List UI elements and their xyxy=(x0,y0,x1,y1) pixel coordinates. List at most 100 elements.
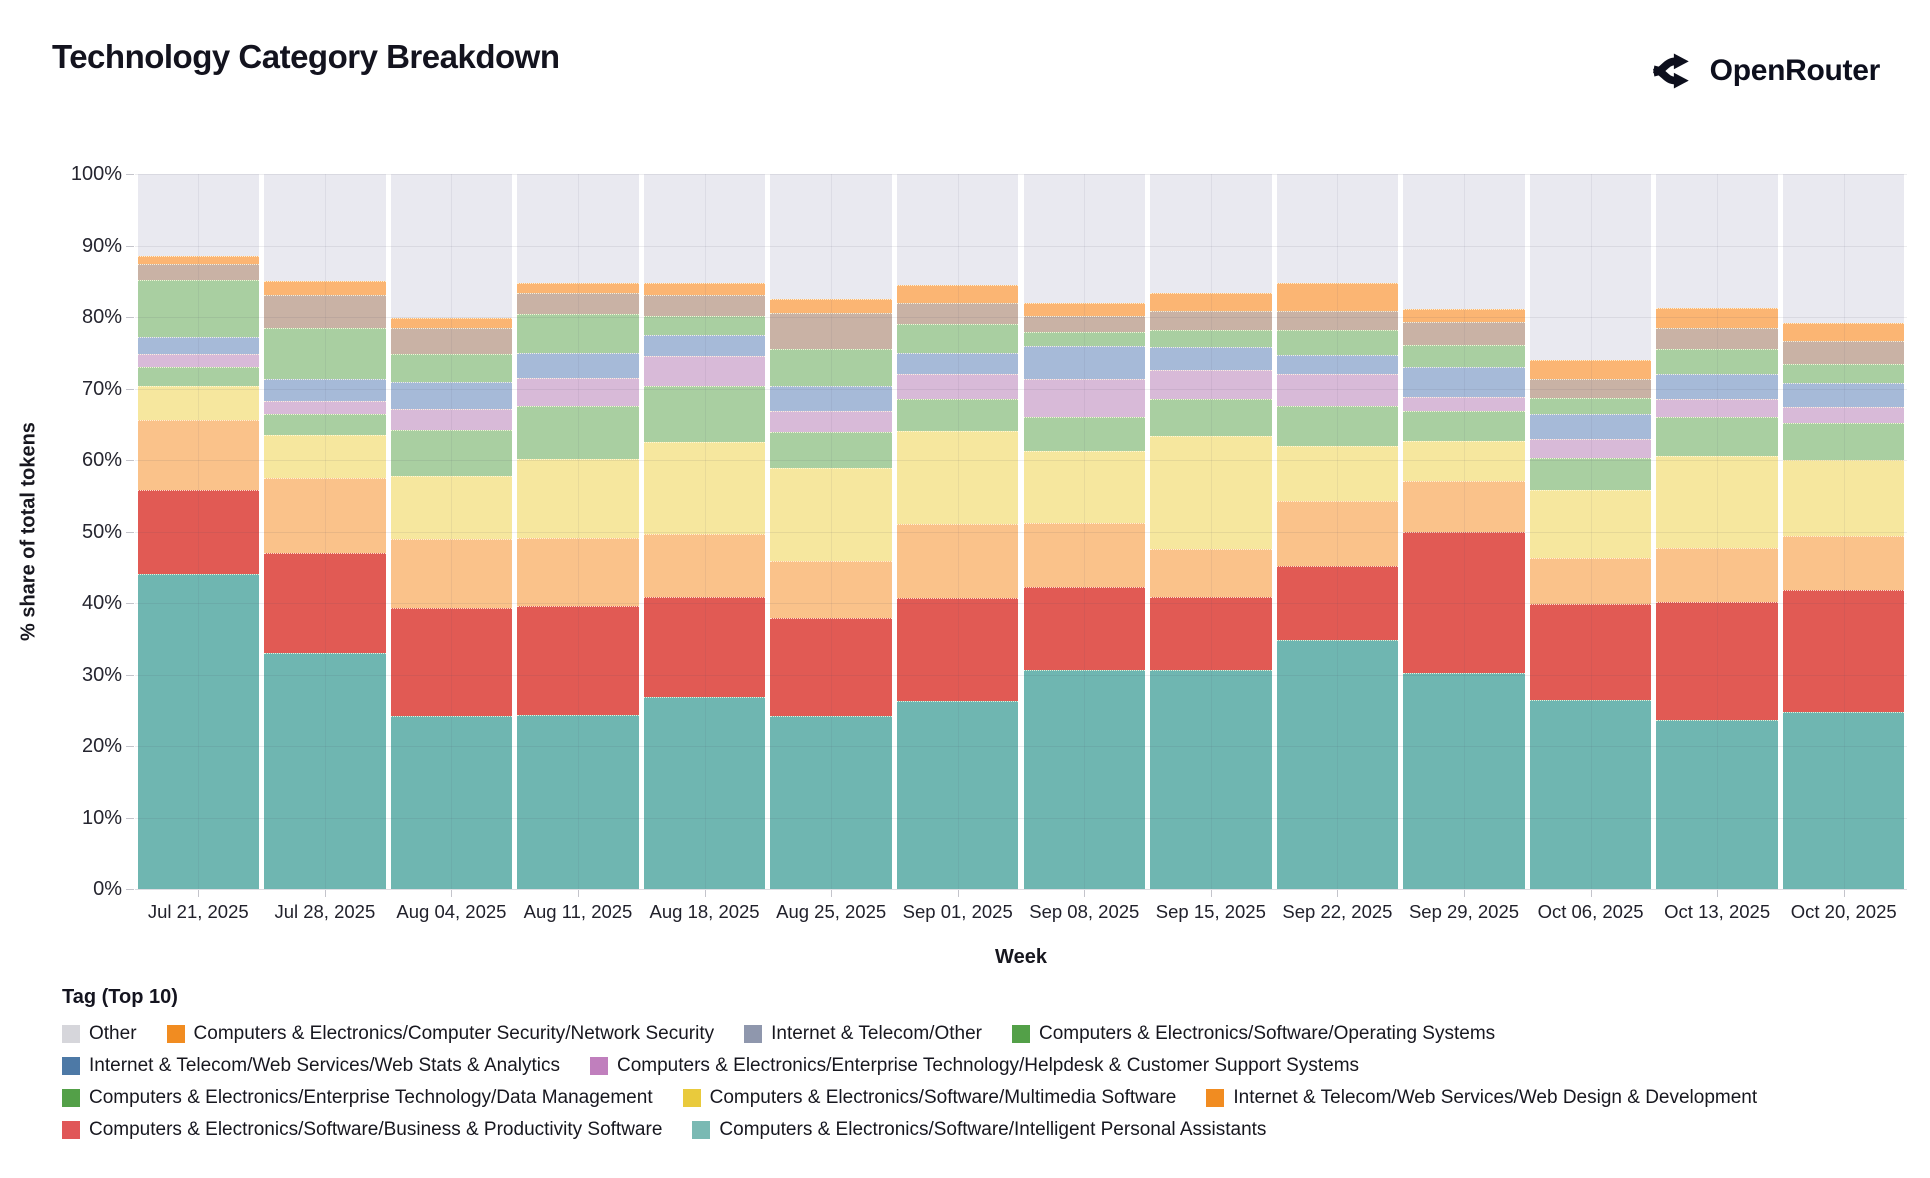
legend-item-computers-electronics-enterprise-technol[interactable]: Computers & Electronics/Enterprise Techn… xyxy=(62,1087,653,1109)
bar-segment-computers-electronics-computer-security-[interactable] xyxy=(1403,309,1525,323)
bar-segment-computers-electronics-enterprise-technol[interactable] xyxy=(1656,399,1778,418)
bar-segment-other[interactable] xyxy=(1150,174,1272,293)
bar-segment-internet-telecom-web-services-web-stats-[interactable] xyxy=(1656,374,1778,400)
bar-segment-computers-electronics-enterprise-technol[interactable] xyxy=(1529,457,1652,491)
bar-segment-other[interactable] xyxy=(517,174,639,283)
legend-item-computers-electronics-software-operating[interactable]: Computers & Electronics/Software/Operati… xyxy=(1011,1023,1495,1045)
bar-segment-computers-electronics-software-multimedi[interactable] xyxy=(896,431,1019,524)
bar-segment-computers-electronics-software-operating[interactable] xyxy=(770,349,892,387)
bar-segment-computers-electronics-software-multimedi[interactable] xyxy=(390,476,513,540)
bar-segment-internet-telecom-other[interactable] xyxy=(1782,341,1905,365)
bar-segment-internet-telecom-web-services-web-stats-[interactable] xyxy=(1276,354,1399,374)
bar-segment-internet-telecom-web-services-web-design[interactable] xyxy=(770,560,892,619)
bar-segment-other[interactable] xyxy=(1782,174,1905,323)
bar-segment-computers-electronics-computer-security-[interactable] xyxy=(264,280,386,295)
bar-segment-computers-electronics-software-operating[interactable] xyxy=(1782,364,1905,383)
bar-segment-computers-electronics-enterprise-technol[interactable] xyxy=(1782,422,1905,460)
bar-segment-computers-electronics-software-business-[interactable] xyxy=(770,618,892,716)
bar-segment-computers-electronics-computer-security-[interactable] xyxy=(517,282,639,294)
bar-segment-computers-electronics-software-operating[interactable] xyxy=(517,314,639,353)
bar-segment-computers-electronics-software-operating[interactable] xyxy=(643,316,766,335)
bar-segment-computers-electronics-enterprise-technol[interactable] xyxy=(517,406,639,460)
bar-segment-computers-electronics-software-multimedi[interactable] xyxy=(1023,450,1146,523)
bar-segment-computers-electronics-computer-security-[interactable] xyxy=(1782,322,1905,342)
bar-segment-internet-telecom-other[interactable] xyxy=(1023,316,1146,333)
bar-segment-computers-electronics-enterprise-technol[interactable] xyxy=(264,401,386,415)
bar-segment-computers-electronics-enterprise-technol[interactable] xyxy=(1403,410,1525,441)
bar-segment-computers-electronics-software-business-[interactable] xyxy=(137,490,260,575)
bar-segment-computers-electronics-software-business-[interactable] xyxy=(896,598,1019,701)
bar-segment-computers-electronics-enterprise-technol[interactable] xyxy=(1023,378,1146,418)
bar-segment-computers-electronics-software-intellige[interactable] xyxy=(770,715,892,889)
bar-segment-computers-electronics-software-intellige[interactable] xyxy=(1150,670,1272,889)
bar-segment-computers-electronics-software-business-[interactable] xyxy=(643,597,766,698)
bar-segment-computers-electronics-software-multimedi[interactable] xyxy=(137,385,260,420)
bar-segment-computers-electronics-software-business-[interactable] xyxy=(264,552,386,654)
bar-segment-internet-telecom-other[interactable] xyxy=(1276,310,1399,330)
bar-segment-other[interactable] xyxy=(1403,174,1525,310)
bar-segment-computers-electronics-software-multimedi[interactable] xyxy=(1529,490,1652,558)
bar-segment-internet-telecom-web-services-web-stats-[interactable] xyxy=(137,337,260,355)
bar-segment-internet-telecom-web-services-web-stats-[interactable] xyxy=(390,382,513,409)
bar-segment-computers-electronics-enterprise-technol[interactable] xyxy=(770,432,892,468)
bar-segment-internet-telecom-web-services-web-stats-[interactable] xyxy=(1023,346,1146,379)
bar-segment-computers-electronics-computer-security-[interactable] xyxy=(643,283,766,295)
bar-segment-computers-electronics-software-intellige[interactable] xyxy=(517,715,639,889)
bar-segment-computers-electronics-enterprise-technol[interactable] xyxy=(390,408,513,430)
bar-segment-computers-electronics-software-multimedi[interactable] xyxy=(1276,446,1399,502)
bar-segment-internet-telecom-other[interactable] xyxy=(390,328,513,355)
legend-item-computers-electronics-software-business-[interactable]: Computers & Electronics/Software/Busines… xyxy=(62,1119,662,1141)
bar-segment-other[interactable] xyxy=(896,174,1019,285)
bar-segment-computers-electronics-enterprise-technol[interactable] xyxy=(1150,369,1272,399)
bar-segment-computers-electronics-software-intellige[interactable] xyxy=(390,715,513,889)
bar-segment-internet-telecom-web-services-web-design[interactable] xyxy=(264,477,386,553)
bar-segment-other[interactable] xyxy=(1276,174,1399,284)
bar-segment-computers-electronics-software-business-[interactable] xyxy=(517,605,639,716)
bar-segment-internet-telecom-web-services-web-design[interactable] xyxy=(517,537,639,606)
bar-segment-computers-electronics-software-business-[interactable] xyxy=(1403,532,1525,674)
bar-segment-computers-electronics-computer-security-[interactable] xyxy=(1529,359,1652,380)
bar-segment-internet-telecom-web-services-web-design[interactable] xyxy=(1782,535,1905,591)
bar-segment-internet-telecom-web-services-web-design[interactable] xyxy=(896,523,1019,598)
bar-segment-computers-electronics-software-business-[interactable] xyxy=(1782,590,1905,712)
bar-segment-computers-electronics-enterprise-technol[interactable] xyxy=(1276,373,1399,406)
bar-segment-computers-electronics-enterprise-technol[interactable] xyxy=(896,374,1019,400)
bar-segment-internet-telecom-other[interactable] xyxy=(1150,310,1272,330)
bar-segment-other[interactable] xyxy=(1656,174,1778,308)
bar-segment-internet-telecom-web-services-web-stats-[interactable] xyxy=(264,379,386,402)
bar-segment-internet-telecom-web-services-web-design[interactable] xyxy=(137,419,260,491)
bar-segment-computers-electronics-software-intellige[interactable] xyxy=(896,700,1019,889)
bar-segment-computers-electronics-enterprise-technol[interactable] xyxy=(896,399,1019,432)
bar-segment-computers-electronics-software-multimedi[interactable] xyxy=(1656,456,1778,548)
bar-segment-computers-electronics-software-intellige[interactable] xyxy=(1276,640,1399,889)
bar-segment-computers-electronics-computer-security-[interactable] xyxy=(1656,307,1778,328)
bar-segment-internet-telecom-web-services-web-design[interactable] xyxy=(390,539,513,609)
bar-segment-internet-telecom-other[interactable] xyxy=(896,302,1019,325)
bar-segment-internet-telecom-other[interactable] xyxy=(137,264,260,280)
bar-segment-internet-telecom-web-services-web-stats-[interactable] xyxy=(1403,367,1525,398)
bar-segment-internet-telecom-web-services-web-design[interactable] xyxy=(1656,547,1778,603)
bar-segment-computers-electronics-enterprise-technol[interactable] xyxy=(517,377,639,407)
bar-segment-computers-electronics-software-operating[interactable] xyxy=(264,327,386,380)
bar-segment-computers-electronics-software-intellige[interactable] xyxy=(1656,720,1778,889)
bar-segment-internet-telecom-other[interactable] xyxy=(643,294,766,317)
bar-segment-computers-electronics-software-multimedi[interactable] xyxy=(1782,460,1905,536)
bar-segment-computers-electronics-software-operating[interactable] xyxy=(1403,344,1525,368)
bar-segment-computers-electronics-software-intellige[interactable] xyxy=(264,653,386,889)
legend-item-computers-electronics-enterprise-technol[interactable]: Computers & Electronics/Enterprise Techn… xyxy=(590,1055,1359,1077)
bar-segment-computers-electronics-computer-security-[interactable] xyxy=(1150,292,1272,311)
bar-segment-computers-electronics-software-multimedi[interactable] xyxy=(1150,436,1272,550)
bar-segment-computers-electronics-software-operating[interactable] xyxy=(390,354,513,383)
legend-item-computers-electronics-software-intellige[interactable]: Computers & Electronics/Software/Intelli… xyxy=(692,1119,1266,1141)
bar-segment-internet-telecom-other[interactable] xyxy=(770,313,892,350)
bar-segment-computers-electronics-enterprise-technol[interactable] xyxy=(1529,438,1652,458)
bar-segment-other[interactable] xyxy=(264,174,386,281)
bar-segment-computers-electronics-software-intellige[interactable] xyxy=(1403,673,1525,889)
bar-segment-computers-electronics-software-multimedi[interactable] xyxy=(264,434,386,478)
bar-segment-computers-electronics-enterprise-technol[interactable] xyxy=(1656,417,1778,457)
bar-segment-internet-telecom-web-services-web-stats-[interactable] xyxy=(770,386,892,411)
bar-segment-internet-telecom-other[interactable] xyxy=(1403,322,1525,345)
bar-segment-computers-electronics-computer-security-[interactable] xyxy=(896,284,1019,303)
bar-segment-computers-electronics-software-intellige[interactable] xyxy=(1529,699,1652,889)
bar-segment-internet-telecom-web-services-web-design[interactable] xyxy=(1276,501,1399,566)
